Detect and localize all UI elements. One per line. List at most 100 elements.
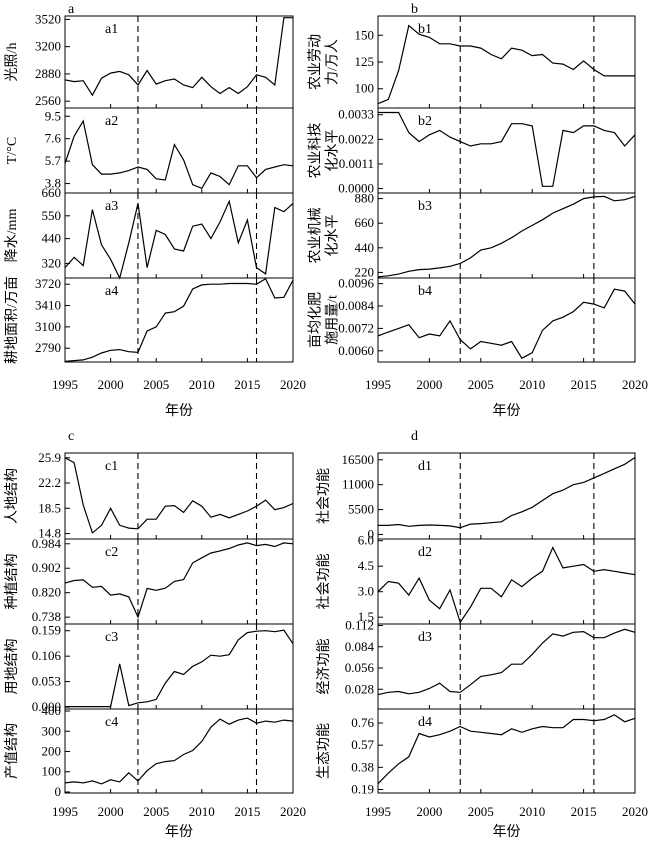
group-letter-d: d [411,429,418,444]
y-tick-label: 22.2 [38,475,61,490]
panel-label-a1: a1 [105,22,118,37]
x-tick-label: 2020 [622,804,648,819]
y-tick-label: 200 [42,744,62,759]
y-tick-label: 0.820 [32,585,61,600]
x-tick-label: 2015 [571,377,597,392]
series-line-d4 [377,714,636,785]
x-tick-label: 2005 [143,377,169,392]
y-tick-label: 11000 [342,477,374,492]
y-axis-label: T/°C [5,137,20,164]
x-tick-label: 2015 [234,804,260,819]
series-line-c3 [65,629,294,708]
y-tick-label: 14.8 [38,526,61,541]
x-tick-label: 2015 [234,377,260,392]
group-letter-a: a [68,2,75,17]
y-tick-label: 3200 [35,39,61,54]
y-tick-label: 25.9 [38,450,61,465]
series-line-c2 [64,542,294,619]
y-tick-label: 0.38 [351,759,374,774]
panel-label-b2: b2 [418,114,432,129]
panel-c3: 0.000 0.053 0.106 0.159 c3 用地结构 [4,623,294,714]
y-axis-label: 化水平 [325,215,341,257]
panel-label-d3: d3 [418,630,432,645]
y-tick-label: 400 [42,703,62,718]
y-tick-label: 440 [42,231,62,246]
panel-label-c2: c2 [105,545,118,560]
x-tick-label: 2010 [519,804,545,819]
y-axis-label: 农业劳动 [308,34,324,90]
group-letter-b: b [411,2,418,17]
series-line-b2 [378,111,636,187]
x-tick-label: 2005 [143,804,169,819]
series-line-c1 [64,457,294,534]
panel-b1: 100 125 150 b1 农业劳动 力/万人 [308,15,636,109]
x-axis-label: 年份 [165,824,193,840]
group-letter-c: c [68,429,74,444]
y-tick-label: 2560 [35,93,61,108]
panel-label-c1: c1 [105,459,118,474]
panel-label-a4: a4 [105,284,118,299]
x-tick-label: 2010 [189,377,215,392]
y-axis-label: 降水/mm [4,209,20,263]
y-axis-label: 用地结构 [4,639,20,695]
y-tick-label: 0 [55,784,62,799]
panel-c2: 0.738 0.820 0.902 0.984 c2 种植结构 [4,536,294,625]
x-tick-label: 2005 [468,804,494,819]
x-tick-label: 2010 [519,377,545,392]
panel-b2: 0.0000 0.0011 0.0022 0.0033 b2 农业科技 化水平 [308,107,636,196]
y-axis-label: 农业机械 [308,208,324,264]
y-axis-label: 施用量/t [325,295,341,345]
y-tick-label: 0.028 [345,681,374,696]
y-tick-label: 7.6 [45,131,62,146]
y-axis-label: 经济功能 [316,639,332,695]
panel-label-d2: d2 [418,545,432,560]
x-tick-label: 2020 [280,377,306,392]
series-line-b3 [377,195,636,278]
y-tick-label: 0.0060 [338,343,374,358]
x-axis-label: 年份 [493,824,521,840]
panel-label-a2: a2 [105,114,118,129]
series-line-b1 [377,24,635,105]
y-tick-label: 3100 [35,319,61,334]
y-tick-label: 5.7 [45,153,62,168]
panel-d4: 0.19 0.38 0.57 0.76 d4 生态功能 [316,708,636,797]
y-tick-label: 300 [42,723,62,738]
panel-frame [377,192,636,279]
panel-d2: 1.5 3.0 4.5 6.0 d2 社会功能 [316,533,636,625]
panel-frame [64,107,294,194]
y-tick-label: 550 [42,208,62,223]
x-tick-label: 2015 [571,804,597,819]
x-tick-label: 1995 [52,377,78,392]
panel-label-d4: d4 [418,715,432,730]
y-tick-label: 660 [355,215,375,230]
panel-frame [64,452,294,540]
series-line-a3 [64,199,294,280]
panel-label-b3: b3 [418,199,432,214]
panel-frame [64,538,294,625]
y-tick-label: 1.5 [358,609,374,624]
panel-label-c4: c4 [105,715,118,730]
panel-label-b1: b1 [418,22,432,37]
series-line-d1 [378,456,636,529]
y-tick-label: 0.084 [345,639,375,654]
y-axis-label: 人地结构 [4,468,20,524]
y-tick-label: 6.0 [358,533,374,548]
panel-a1: 2560 2880 3200 3520 a1 光照/h [4,11,294,109]
y-tick-label: 320 [42,255,62,270]
y-tick-label: 440 [355,240,375,255]
y-tick-label: 0.0000 [338,181,374,196]
y-tick-label: 880 [355,191,375,206]
panel-c4: 0 100 200 300 400 c4 产值结构 [4,703,294,799]
y-tick-label: 3.8 [45,176,61,191]
panel-d1: 0 5500 11000 16500 d1 社会功能 [316,452,636,541]
y-tick-label: 0.112 [345,618,374,633]
y-tick-label: 100 [355,81,375,96]
y-tick-label: 9.5 [45,108,61,123]
y-axis-label: 产值结构 [4,723,20,779]
y-tick-label: 3520 [35,11,61,26]
x-tick-label: 2000 [98,377,124,392]
y-tick-label: 0.053 [32,674,61,689]
panel-label-a3: a3 [105,199,118,214]
